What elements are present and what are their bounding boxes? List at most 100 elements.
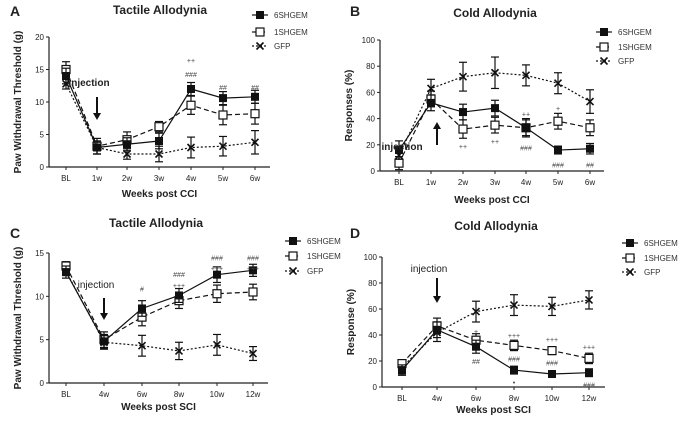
significance-annotation: ### [508, 356, 520, 363]
y-axis-label: Paw Withdrawal Threshold (g) [13, 247, 24, 390]
injection-label: injection [68, 78, 109, 89]
legend-marker [625, 253, 635, 263]
significance-annotation: +++ [546, 337, 558, 344]
significance-annotation: ++ [459, 144, 467, 151]
legend: 6SHGEM 1SHGEM GFP [285, 237, 341, 276]
legend-label: 1SHGEM [618, 43, 652, 52]
x-axis-label: Weeks post SCI [456, 405, 531, 416]
x-tick-label: 6w [471, 394, 481, 403]
panel-label: B [350, 3, 360, 19]
significance-annotation: ### [520, 145, 532, 152]
data-point [398, 366, 406, 375]
significance-annotation: +++ [173, 283, 185, 290]
series-6shgem [62, 263, 257, 349]
data-point [122, 149, 132, 159]
legend-label: 1SHGEM [274, 28, 308, 37]
injection-arrow-icon [433, 278, 441, 303]
series-gfp [397, 290, 594, 375]
significance-annotation: +++ [508, 333, 520, 340]
data-point [154, 122, 164, 132]
panel-b: B Cold Allodynia 0 20 40 60 80 100 BL 1w 2w 3w 4w 5w 6… [344, 3, 652, 206]
significance-annotation: ## [251, 85, 259, 92]
chart-title: Tactile Allodynia [109, 216, 203, 230]
data-point [490, 120, 500, 130]
significance-annotation: ### [546, 360, 558, 367]
significance-annotation: ### [211, 255, 223, 262]
x-tick-label: 4w [432, 394, 442, 403]
data-point [218, 110, 228, 120]
legend-item: GFP [596, 56, 634, 66]
legend-item: 6SHGEM [285, 237, 341, 246]
y-tick-label: 15 [35, 249, 44, 258]
x-axis-label: Weeks post CCI [454, 195, 530, 206]
significance-annotation: +++ [211, 266, 223, 273]
legend-item: GFP [622, 267, 660, 277]
legend-marker [599, 56, 609, 66]
legend-item: GFP [285, 266, 323, 276]
series-line [401, 299, 590, 368]
x-tick-label: 8w [174, 390, 184, 399]
y-tick-label: 100 [364, 253, 378, 262]
x-tick-label: BL [397, 394, 407, 403]
legend-marker [599, 42, 609, 52]
series-6shgem [395, 94, 594, 160]
legend-item: 1SHGEM [285, 251, 341, 261]
legend-label: 6SHGEM [644, 239, 678, 248]
data-point [584, 353, 594, 363]
data-point [553, 79, 563, 88]
panel-label: D [350, 225, 360, 241]
y-tick-label: 20 [368, 357, 377, 366]
legend-marker [255, 27, 265, 37]
y-tick-label: 60 [366, 88, 375, 97]
data-point [585, 368, 593, 377]
data-point [212, 340, 222, 349]
significance-annotation: ## [586, 162, 594, 169]
data-point [213, 270, 221, 279]
legend-item: 1SHGEM [622, 253, 678, 263]
legend-label: GFP [644, 268, 660, 277]
x-tick-label: 12w [582, 394, 597, 403]
legend-marker [288, 266, 298, 276]
y-tick-label: 0 [40, 163, 45, 172]
x-tick-label: 1w [426, 178, 436, 187]
y-tick-label: 100 [362, 36, 376, 45]
data-point [186, 100, 196, 110]
y-tick-label: 10 [35, 98, 44, 107]
significance-annotation: + [474, 329, 478, 336]
y-axis-label: Response (%) [346, 289, 357, 355]
data-point [427, 98, 435, 107]
x-tick-label: 1w [92, 174, 102, 183]
y-tick-label: 0 [373, 383, 378, 392]
data-point [586, 144, 594, 153]
panel-label: C [10, 225, 20, 241]
y-axis-label: Responses (%) [344, 70, 355, 142]
data-point [62, 72, 70, 80]
legend-marker [256, 11, 264, 19]
x-tick-label: 3w [154, 174, 164, 183]
series-gfp [394, 56, 595, 163]
x-tick-label: 5w [218, 174, 228, 183]
x-tick-label: 8w [509, 394, 519, 403]
data-point [154, 149, 164, 159]
x-tick-label: 4w [99, 390, 109, 399]
significance-annotation: ### [185, 72, 197, 79]
series-line [401, 325, 590, 365]
data-point [251, 92, 259, 101]
x-tick-label: 2w [122, 174, 132, 183]
x-tick-label: 6w [585, 178, 595, 187]
y-tick-label: 0 [371, 167, 376, 176]
data-point [471, 307, 481, 316]
legend-label: 6SHGEM [618, 28, 652, 37]
data-point [219, 94, 227, 103]
data-point [138, 304, 146, 313]
series-line [65, 265, 254, 341]
data-point [509, 301, 519, 310]
series-line [401, 329, 590, 375]
data-point [459, 108, 467, 117]
legend-label: 6SHGEM [274, 11, 308, 20]
data-point [248, 287, 258, 297]
x-tick-label: 12w [246, 390, 261, 399]
x-tick-label: BL [394, 178, 404, 187]
data-point [547, 346, 557, 356]
